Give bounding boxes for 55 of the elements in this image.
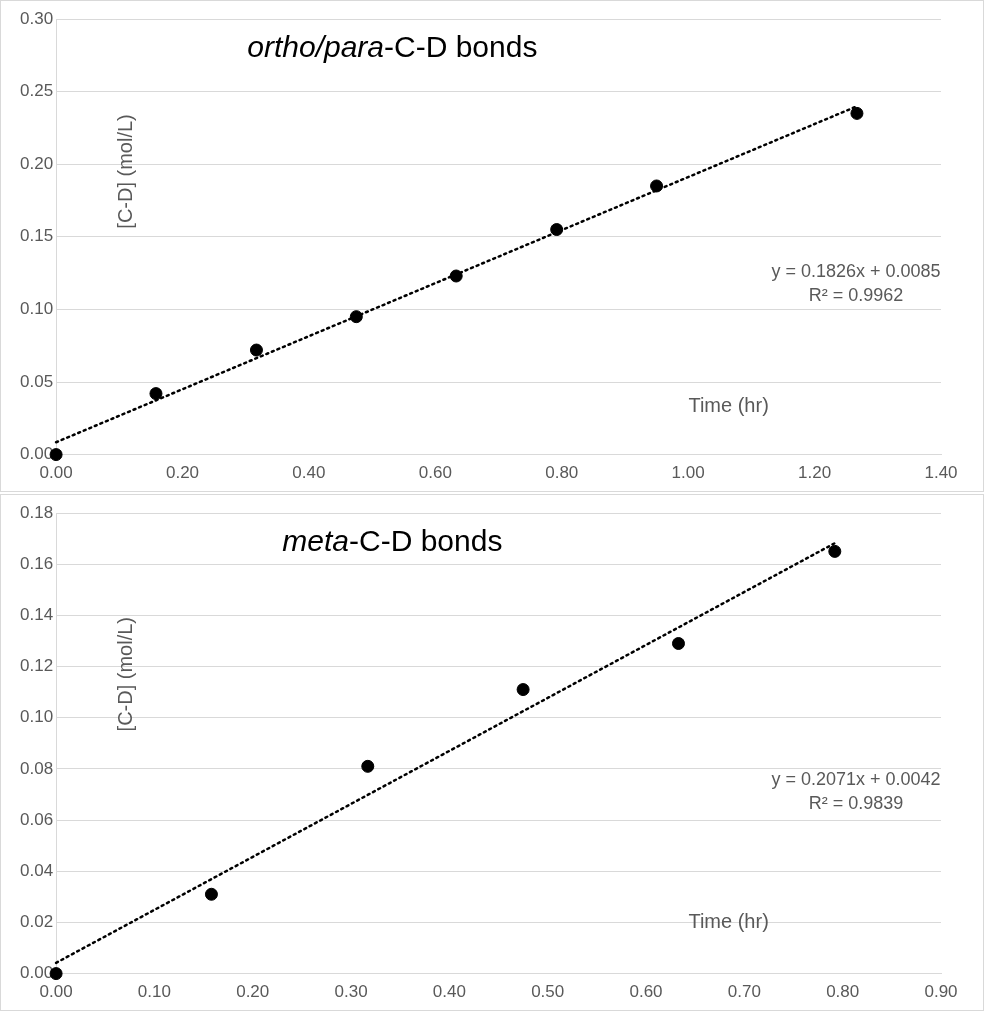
point bbox=[650, 179, 664, 193]
y-tick-label: 0.18 bbox=[19, 502, 54, 522]
x-tick-label: 0.40 bbox=[292, 463, 326, 483]
annotation: y = 0.2071x + 0.0042 bbox=[771, 769, 941, 790]
y-tick-label: 0.20 bbox=[19, 153, 54, 173]
y-tick-label: 0.14 bbox=[19, 605, 54, 625]
y-axis-title: [C-D] (mol/L) bbox=[113, 114, 136, 229]
point bbox=[828, 544, 842, 558]
x-tick-label: 0.50 bbox=[531, 982, 565, 1002]
point bbox=[349, 310, 363, 324]
x-tick-label: 0.00 bbox=[39, 463, 73, 483]
y-tick-label: 0.16 bbox=[19, 553, 54, 573]
y-tick-label: 0.25 bbox=[19, 81, 54, 101]
x-tick-label: 0.20 bbox=[165, 463, 200, 483]
x-tick-label: 0.60 bbox=[629, 982, 663, 1002]
y-axis-title: [C-D] (mol/L) bbox=[113, 616, 136, 732]
point bbox=[850, 106, 864, 120]
point bbox=[149, 387, 163, 401]
x-tick-label: 1.20 bbox=[798, 463, 832, 483]
point bbox=[361, 759, 375, 773]
point bbox=[204, 887, 218, 901]
point bbox=[516, 683, 530, 697]
x-tick-label: 0.70 bbox=[727, 982, 761, 1002]
y-tick-label: 0.10 bbox=[19, 707, 54, 727]
point bbox=[249, 343, 263, 357]
y-tick-label: 0.02 bbox=[19, 912, 54, 932]
y-tick-label: 0.08 bbox=[19, 758, 54, 778]
x-tick-label: 0.10 bbox=[137, 982, 171, 1002]
x-tick-label: 0.80 bbox=[545, 463, 579, 483]
point bbox=[449, 269, 463, 283]
annotation: R² = 0.9962 bbox=[808, 284, 904, 305]
y-tick-label: 0.12 bbox=[19, 656, 54, 676]
y-tick-label: 0.30 bbox=[19, 8, 54, 28]
x-tick-label: 1.40 bbox=[924, 463, 958, 483]
x-tick-label: 0.40 bbox=[432, 982, 466, 1002]
y-tick-label: 0.04 bbox=[19, 860, 54, 880]
x-axis-title: Time (hr) bbox=[688, 910, 769, 933]
x-tick-label: 1.00 bbox=[671, 463, 705, 483]
x-tick-label: 0.90 bbox=[924, 982, 958, 1002]
y-tick-label: 0.06 bbox=[19, 809, 54, 829]
annotation: R² = 0.9839 bbox=[808, 793, 904, 814]
x-axis-title: Time (hr) bbox=[688, 394, 769, 417]
x-tick-label: 0.00 bbox=[39, 982, 73, 1002]
y-tick-label: 0.05 bbox=[19, 371, 54, 391]
x-tick-label: 0.30 bbox=[334, 982, 368, 1002]
y-tick-label: 0.15 bbox=[19, 226, 54, 246]
y-tick-label: 0.10 bbox=[19, 299, 54, 319]
chart-title: meta-C-D bonds bbox=[282, 524, 503, 558]
point bbox=[550, 223, 564, 237]
annotation: y = 0.1826x + 0.0085 bbox=[771, 260, 941, 281]
x-tick-label: 0.20 bbox=[236, 982, 270, 1002]
chart-title: ortho/para-C-D bonds bbox=[247, 30, 538, 64]
x-tick-label: 0.60 bbox=[418, 463, 452, 483]
point bbox=[671, 637, 685, 650]
x-tick-label: 0.80 bbox=[826, 982, 860, 1002]
